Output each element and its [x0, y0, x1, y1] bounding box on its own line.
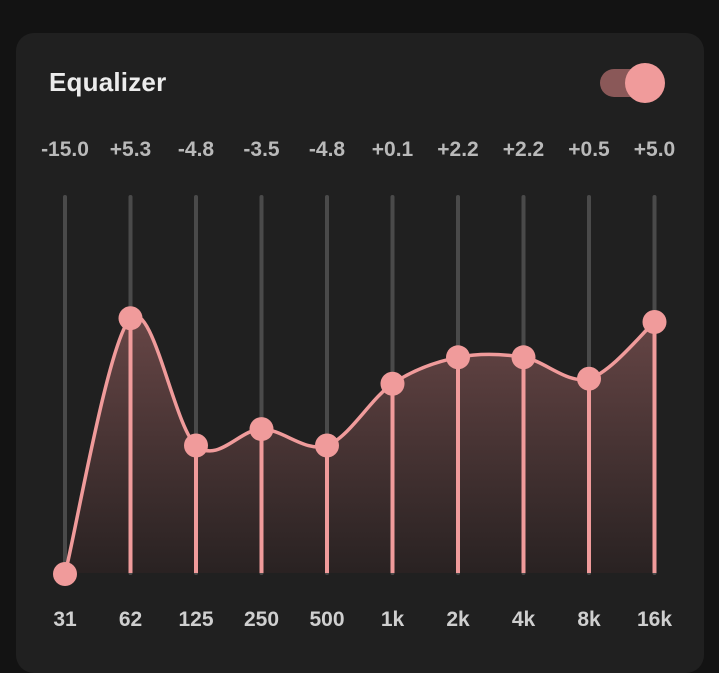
equalizer-title: Equalizer — [49, 67, 167, 97]
frequency-label-31: 31 — [53, 608, 77, 631]
toggle-knob — [625, 63, 665, 103]
frequency-label-4k: 4k — [511, 608, 536, 631]
gain-value-4k: +2.2 — [502, 138, 545, 161]
gain-value-1k: +0.1 — [371, 138, 414, 161]
equalizer-graph — [53, 195, 667, 586]
slider-handle-62[interactable] — [118, 306, 143, 331]
frequency-label-500: 500 — [309, 608, 345, 631]
frequency-label-125: 125 — [178, 608, 214, 631]
gain-value-500: -4.8 — [308, 138, 346, 161]
gain-value-16k: +5.0 — [633, 138, 676, 161]
frequency-label-1k: 1k — [380, 608, 405, 631]
slider-handle-1k[interactable] — [380, 371, 405, 396]
slider-handle-4k[interactable] — [511, 345, 536, 370]
gain-value-31: -15.0 — [41, 138, 89, 161]
gain-value-62: +5.3 — [109, 138, 152, 161]
slider-handle-8k[interactable] — [577, 366, 601, 391]
slider-handle-31[interactable] — [53, 562, 77, 586]
gain-value-8k: +0.5 — [568, 138, 610, 161]
eq-curve-fill — [65, 315, 655, 574]
frequency-label-16k: 16k — [636, 608, 673, 631]
frequency-label-2k: 2k — [446, 608, 470, 631]
slider-handle-250[interactable] — [249, 417, 274, 442]
frequency-label-62: 62 — [118, 608, 143, 631]
slider-handle-500[interactable] — [315, 433, 339, 458]
gain-value-2k: +2.2 — [437, 138, 479, 161]
slider-handle-125[interactable] — [184, 433, 208, 458]
slider-handle-2k[interactable] — [446, 345, 470, 370]
equalizer-toggle[interactable] — [600, 63, 666, 103]
frequency-label-250: 250 — [243, 608, 280, 631]
frequency-label-8k: 8k — [577, 608, 601, 631]
slider-handle-16k[interactable] — [642, 310, 667, 334]
gain-value-125: -4.8 — [177, 138, 215, 161]
gain-value-250: -3.5 — [243, 138, 280, 161]
